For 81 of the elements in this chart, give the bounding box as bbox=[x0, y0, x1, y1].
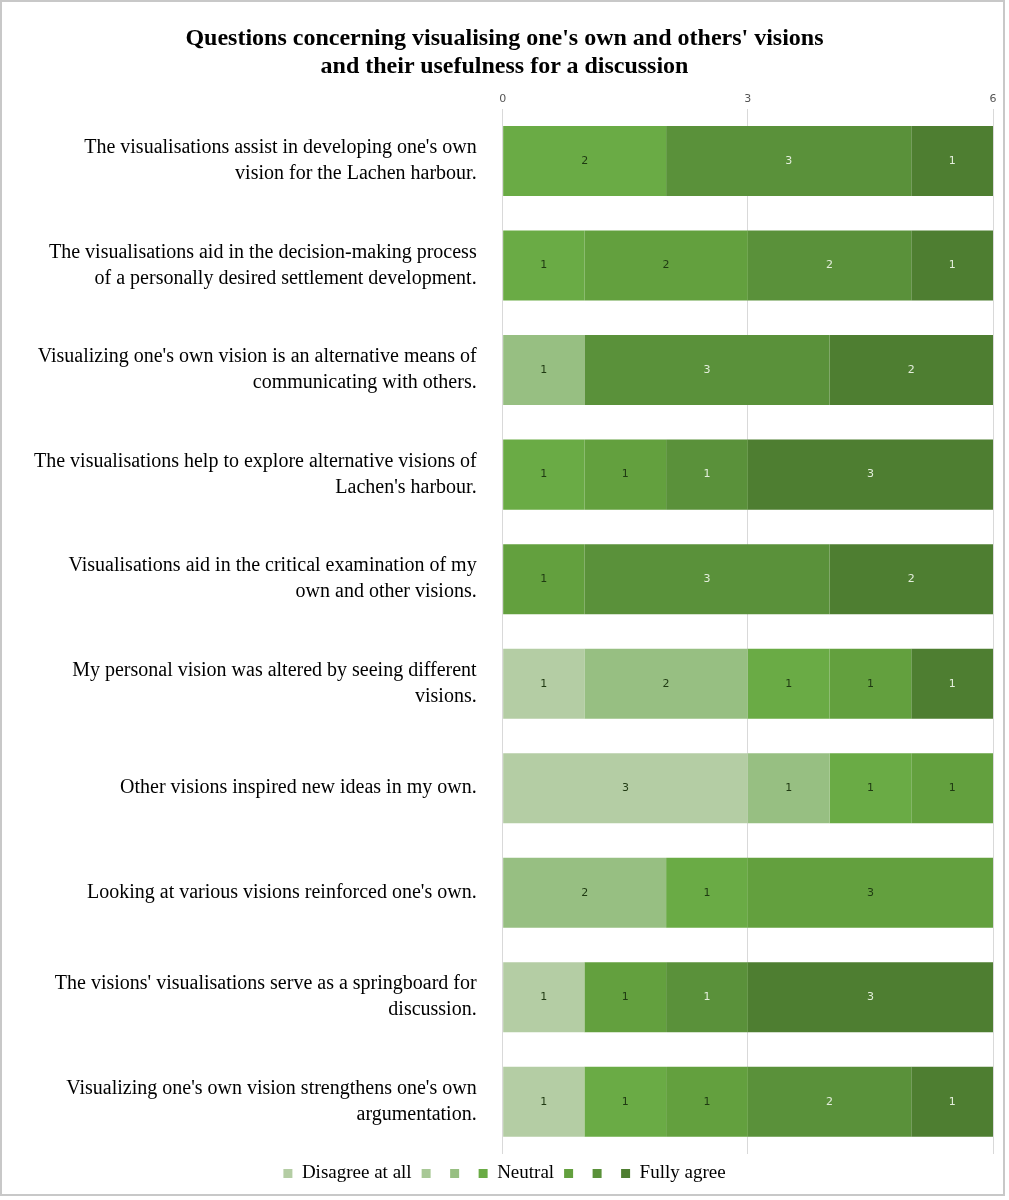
bar bbox=[747, 1066, 912, 1137]
y-tick-label: Visualisations aid in the critical examination of my own and other visions. bbox=[68, 553, 477, 602]
bar bbox=[666, 126, 912, 197]
bar bbox=[911, 1066, 993, 1137]
data-label: 3 bbox=[866, 885, 874, 899]
data-label: 2 bbox=[907, 362, 915, 376]
y-tick-label: Other visions inspired new ideas in my own. bbox=[120, 775, 477, 799]
bar bbox=[503, 544, 585, 615]
data-label: 1 bbox=[540, 572, 548, 585]
data-label: 3 bbox=[703, 572, 711, 585]
data-label: 1 bbox=[703, 467, 711, 481]
data-label: 1 bbox=[785, 676, 793, 690]
bar bbox=[911, 230, 993, 301]
data-label: 2 bbox=[826, 258, 834, 272]
bar bbox=[911, 648, 993, 719]
legend-label: Disagree at all bbox=[301, 1161, 412, 1183]
bar bbox=[747, 230, 912, 301]
data-label: 1 bbox=[540, 990, 548, 1004]
bar bbox=[503, 335, 585, 406]
bar bbox=[584, 648, 748, 719]
x-tick-label: 0 bbox=[499, 92, 507, 106]
data-label: 1 bbox=[785, 781, 793, 795]
data-label: 1 bbox=[621, 990, 629, 1004]
x-tick-label: 6 bbox=[989, 92, 997, 106]
data-label: 2 bbox=[581, 153, 589, 167]
data-label: 2 bbox=[907, 572, 915, 585]
bar bbox=[503, 753, 748, 824]
data-label: 1 bbox=[540, 676, 548, 690]
y-tick-label: My personal vision was altered by seeing different visions. bbox=[72, 657, 478, 706]
data-label: 2 bbox=[662, 676, 670, 690]
bar bbox=[503, 962, 585, 1033]
data-label: 1 bbox=[948, 258, 956, 272]
data-label: 3 bbox=[622, 781, 630, 795]
bar bbox=[666, 962, 748, 1033]
bar bbox=[747, 439, 993, 510]
data-label: 1 bbox=[866, 676, 874, 690]
data-label: 1 bbox=[621, 467, 629, 481]
data-label: 1 bbox=[540, 258, 548, 272]
data-label: 1 bbox=[948, 676, 956, 690]
data-label: 1 bbox=[540, 1094, 548, 1108]
bar bbox=[503, 857, 667, 928]
chart-title: Questions concerning visualising one's own and others' visions and their usefulness for a discussion bbox=[185, 23, 824, 79]
bar bbox=[584, 544, 830, 615]
bar bbox=[829, 544, 993, 615]
data-label: 2 bbox=[662, 258, 670, 272]
y-tick-label: The visualisations aid in the decision-making process of a personally desired settlement development. bbox=[48, 239, 477, 289]
data-label: 1 bbox=[948, 153, 956, 167]
data-label: 3 bbox=[866, 467, 874, 481]
legend-label: Neutral bbox=[497, 1161, 555, 1183]
data-label: 3 bbox=[785, 153, 793, 167]
bar bbox=[503, 1066, 585, 1137]
legend-label: Fully agree bbox=[639, 1161, 726, 1183]
data-label: 1 bbox=[540, 467, 548, 481]
y-tick-label: The visions' visualisations serve as a springboard for discussion. bbox=[54, 971, 478, 1020]
data-label: 1 bbox=[703, 885, 711, 899]
data-label: 1 bbox=[948, 1094, 956, 1108]
bar bbox=[503, 648, 585, 719]
bar bbox=[666, 439, 748, 510]
data-label: 1 bbox=[703, 1094, 711, 1108]
y-tick-label: Visualizing one's own vision strengthens one's own argumentation. bbox=[66, 1075, 477, 1125]
y-tick-label: The visualisations assist in developing one's own vision for the Lachen harbour. bbox=[84, 135, 477, 184]
bar bbox=[829, 335, 993, 406]
bar bbox=[747, 962, 993, 1033]
bar bbox=[503, 126, 667, 197]
data-label: 2 bbox=[581, 885, 589, 899]
bar bbox=[911, 126, 993, 197]
data-label: 1 bbox=[948, 781, 956, 795]
data-label: 2 bbox=[826, 1094, 834, 1108]
data-label: 1 bbox=[540, 362, 548, 376]
bar bbox=[584, 962, 667, 1033]
data-label: 1 bbox=[621, 1094, 629, 1108]
x-tick-label: 3 bbox=[744, 92, 752, 106]
bar bbox=[584, 335, 830, 406]
y-tick-label: Visualizing one's own vision is an alternative means of communicating with others. bbox=[37, 344, 478, 394]
data-label: 3 bbox=[866, 990, 874, 1004]
bar bbox=[747, 753, 830, 824]
y-tick-label: Looking at various visions reinforced one's own. bbox=[87, 879, 477, 903]
data-label: 3 bbox=[703, 362, 711, 376]
data-label: 1 bbox=[703, 990, 711, 1004]
data-label: 1 bbox=[866, 781, 874, 795]
y-tick-label: The visualisations help to explore alternative visions of Lachen's harbour. bbox=[33, 448, 477, 497]
